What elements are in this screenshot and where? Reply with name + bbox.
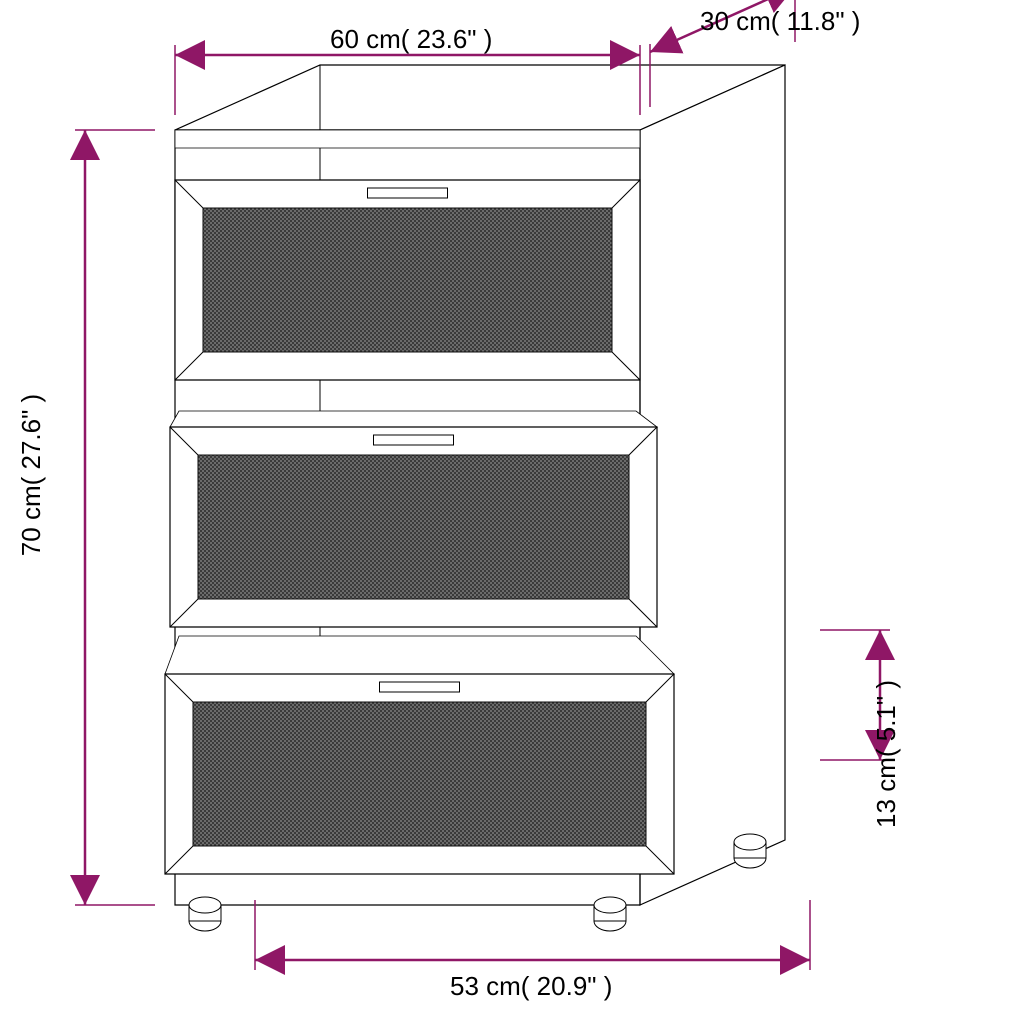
drawer-3: [165, 636, 674, 874]
dim-label-depth_top: 30 cm( 11.8" ): [700, 6, 860, 36]
dim-label-width_top: 60 cm( 23.6" ): [330, 24, 492, 54]
dim-label-drawer_w: 53 cm( 20.9" ): [450, 971, 612, 1001]
drawer-handle: [380, 682, 460, 692]
drawer-handle: [368, 188, 448, 198]
drawer-handle: [374, 435, 454, 445]
drawer-2: [170, 411, 657, 627]
drawers-group: [165, 180, 674, 874]
drawer-1: [175, 180, 640, 380]
dim-label-height_left: 70 cm( 27.6" ): [16, 394, 46, 556]
dim-label-drawer_h: 13 cm( 5.1" ): [871, 680, 901, 828]
dimension-diagram: 60 cm( 23.6" ) 30 cm( 11.8" ) 70 cm( 27.6"…: [0, 0, 1024, 1024]
